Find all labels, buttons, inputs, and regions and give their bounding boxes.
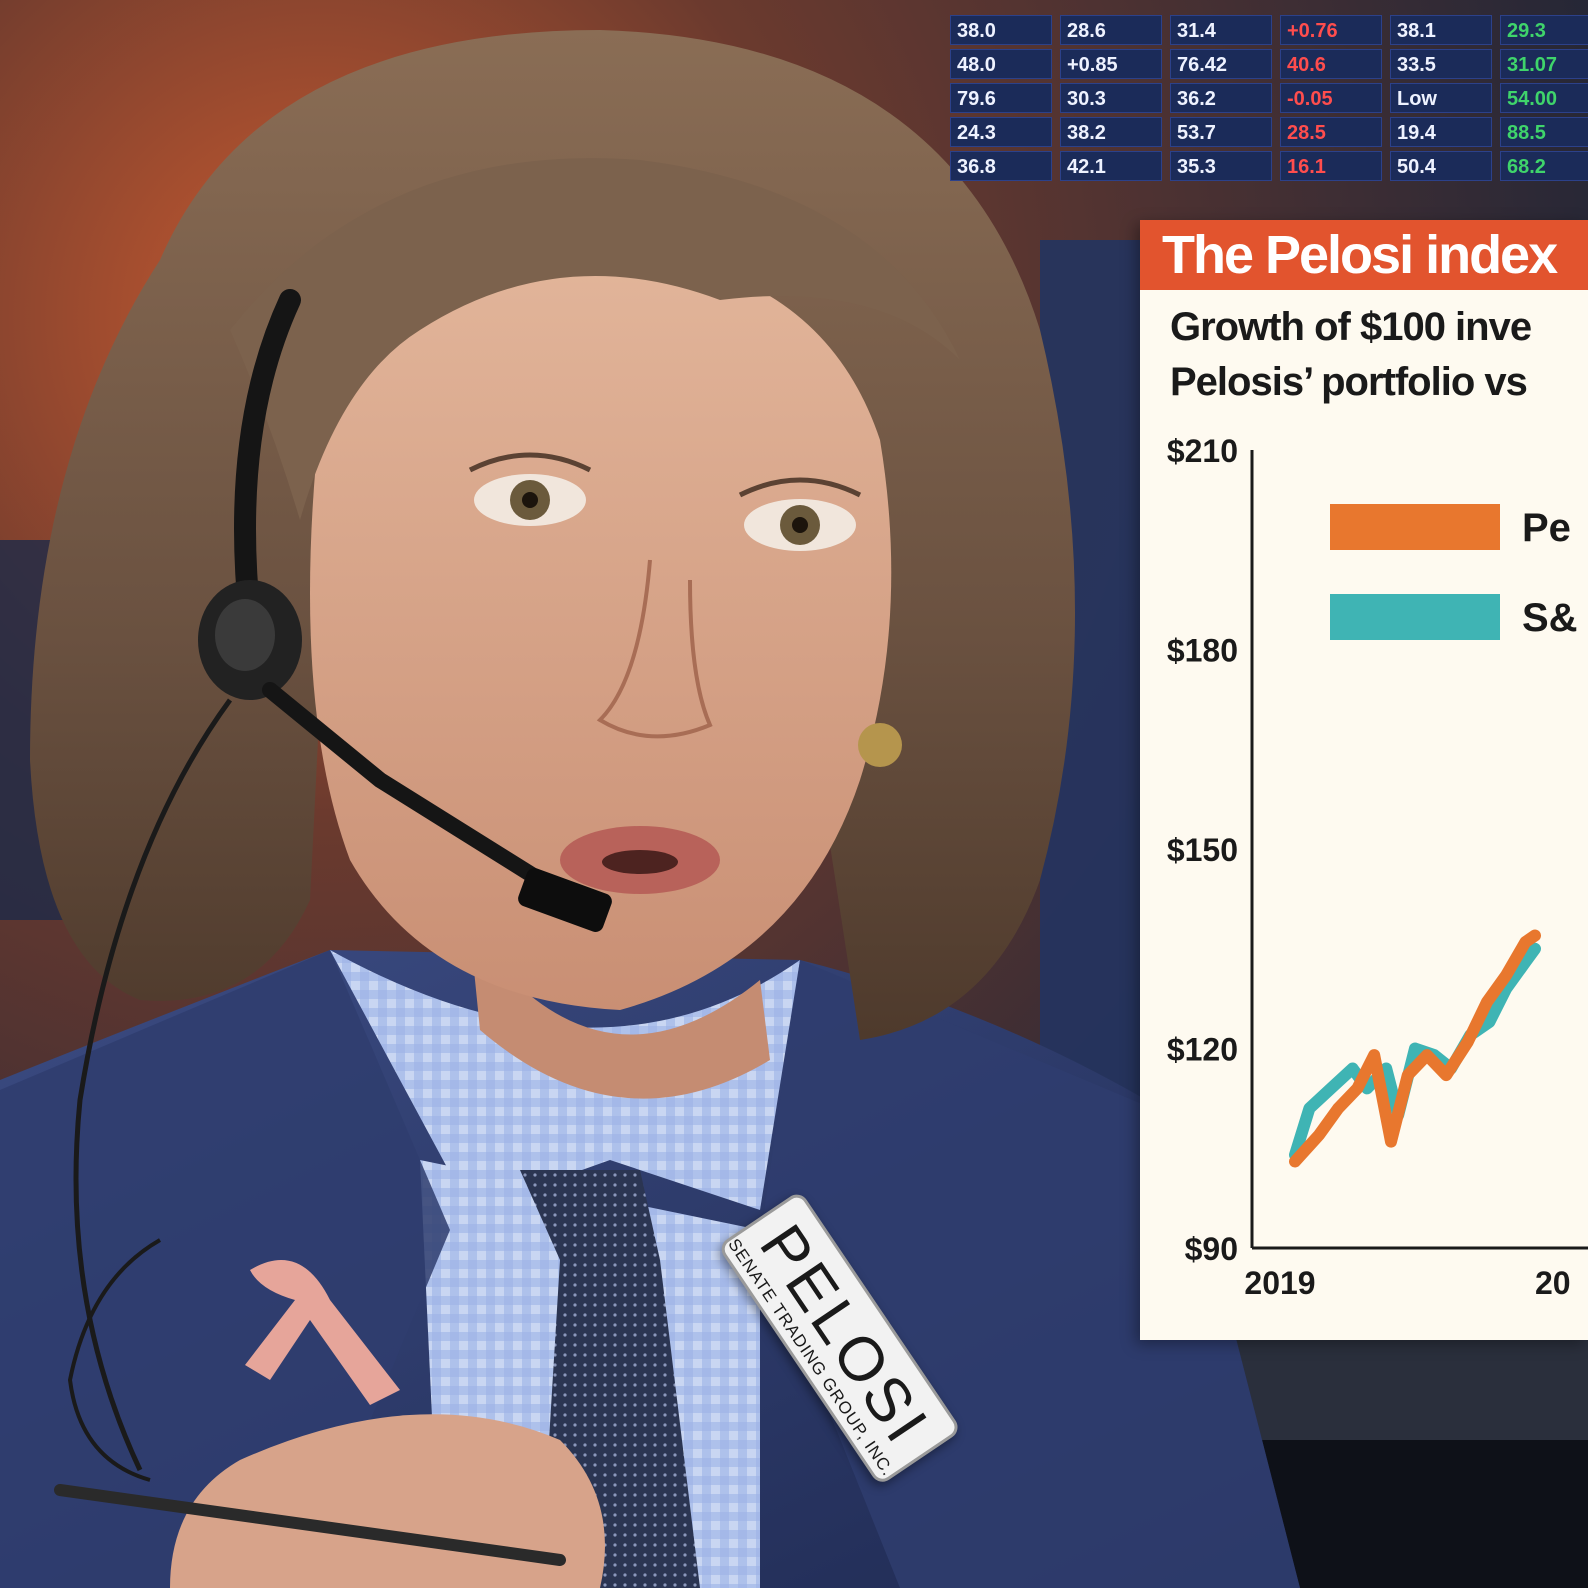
ticker-cell: 36.2	[1170, 83, 1272, 113]
ticker-cell: +0.76	[1280, 15, 1382, 45]
ticker-cell: 48.0	[950, 49, 1052, 79]
y-tick-label: $210	[1167, 433, 1238, 469]
ticker-cell: 42.1	[1060, 151, 1162, 181]
legend-swatch	[1330, 504, 1500, 550]
ticker-cell: 29.3	[1500, 15, 1588, 45]
chart-subtitle-line-1: Growth of $100 inve	[1170, 305, 1532, 349]
ticker-cell: 31.07	[1500, 49, 1588, 79]
ticker-cell: -0.05	[1280, 83, 1382, 113]
x-tick-label: 2019	[1244, 1265, 1315, 1301]
ticker-cell: 38.1	[1390, 15, 1492, 45]
ticker-cell: 19.4	[1390, 117, 1492, 147]
ticker-cell: 30.3	[1060, 83, 1162, 113]
ticker-cell: 38.0	[950, 15, 1052, 45]
ticker-cell: 28.6	[1060, 15, 1162, 45]
ticker-cell: 88.5	[1500, 117, 1588, 147]
ticker-cell: 38.2	[1060, 117, 1162, 147]
ticker-cell: 24.3	[950, 117, 1052, 147]
ticker-cell: 36.8	[950, 151, 1052, 181]
y-tick-label: $150	[1167, 832, 1238, 868]
ticker-cell: 68.2	[1500, 151, 1588, 181]
ticker-cell: 28.5	[1280, 117, 1382, 147]
ticker-cell: +0.85	[1060, 49, 1162, 79]
chart-subtitle-line-2: Pelosis’ portfolio vs	[1170, 360, 1528, 404]
y-tick-label: $90	[1185, 1231, 1238, 1267]
series-line-teal	[1289, 942, 1541, 1161]
ticker-cell: 54.00	[1500, 83, 1588, 113]
ticker-cell: 40.6	[1280, 49, 1382, 79]
legend-label: S&	[1522, 596, 1578, 640]
chart-panel: $210 $180 $150 $120 $90 2019 20 Pe S& The Pelosi…	[1140, 220, 1588, 1340]
legend-label: Pe	[1522, 506, 1571, 550]
y-tick-label: $180	[1167, 633, 1238, 669]
ticker-board: 38.0 28.6 31.4 +0.76 38.1 29.3 48.0 +0.85 76.42 4…	[940, 0, 1588, 230]
legend-swatch	[1330, 594, 1500, 640]
y-tick-label: $120	[1167, 1032, 1238, 1068]
ticker-cell: 53.7	[1170, 117, 1272, 147]
ticker-cell: Low	[1390, 83, 1492, 113]
ticker-cell: 79.6	[950, 83, 1052, 113]
ticker-cell: 31.4	[1170, 15, 1272, 45]
series-line-orange	[1289, 929, 1541, 1168]
ticker-cell: 35.3	[1170, 151, 1272, 181]
x-tick-label: 20	[1535, 1265, 1571, 1301]
ticker-cell: 33.5	[1390, 49, 1492, 79]
ticker-cell: 16.1	[1280, 151, 1382, 181]
ticker-cell: 76.42	[1170, 49, 1272, 79]
ticker-cell: 50.4	[1390, 151, 1492, 181]
chart-title: The Pelosi index	[1140, 220, 1588, 290]
